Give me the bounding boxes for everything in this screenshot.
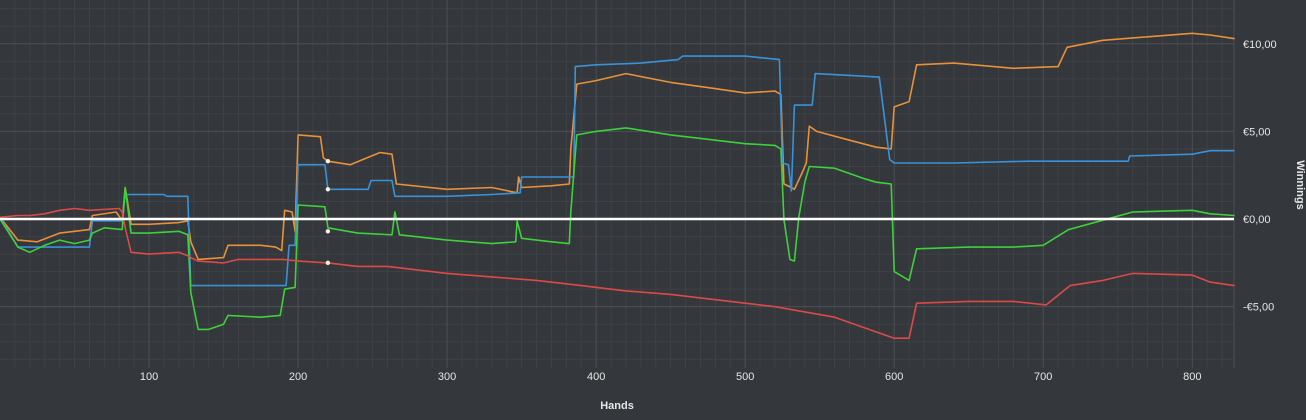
x-tick-label: 600 <box>885 371 903 383</box>
marker-layer <box>325 159 331 266</box>
series-line-4 <box>0 207 1235 340</box>
data-marker <box>325 260 331 266</box>
x-tick-label: 400 <box>587 371 605 383</box>
y-axis-ticks: €10,00 €5,00 €0,00 -€5,00 <box>1243 39 1277 314</box>
y-axis-label: Winnings <box>1294 160 1306 209</box>
x-axis-label: Hands <box>600 400 634 412</box>
x-tick-label: 500 <box>736 371 754 383</box>
x-tick-label: 200 <box>289 371 307 383</box>
series-line-3 <box>0 127 1235 331</box>
y-tick-label: €10,00 <box>1243 39 1277 51</box>
x-axis-ticks: 100 200 300 400 500 600 700 800 <box>140 371 1202 383</box>
data-marker <box>325 159 331 164</box>
data-marker <box>325 187 331 192</box>
data-marker <box>325 229 331 234</box>
x-tick-label: 300 <box>438 371 456 383</box>
grid <box>0 0 1235 368</box>
x-tick-label: 700 <box>1034 371 1052 383</box>
y-tick-label: €5,00 <box>1243 126 1271 138</box>
x-tick-label: 100 <box>140 371 158 383</box>
series-layer <box>0 32 1235 340</box>
x-tick-label: 800 <box>1183 371 1201 383</box>
y-tick-label: -€5,00 <box>1243 302 1274 314</box>
y-tick-label: €0,00 <box>1243 214 1271 226</box>
